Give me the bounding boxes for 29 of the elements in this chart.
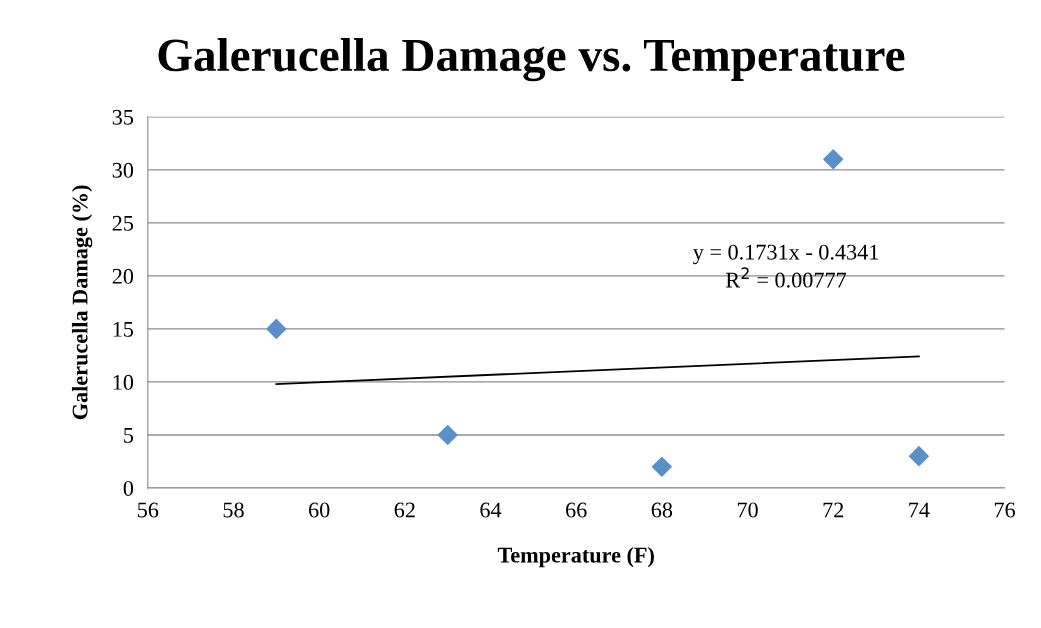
x-tick-label: 64 — [480, 502, 502, 518]
x-tick-label: 76 — [994, 502, 1016, 518]
x-tick-label: 66 — [566, 502, 587, 518]
x-tick-label: 56 — [138, 502, 159, 518]
x-axis-title: Temperature (F) — [497, 547, 654, 568]
x-tick-label: 68 — [651, 502, 673, 518]
x-tick-label: 62 — [394, 502, 415, 518]
x-tick-label: 58 — [223, 502, 244, 518]
y-tick-label: 20 — [112, 268, 134, 284]
point — [651, 456, 672, 477]
x-tick-label: 70 — [737, 502, 758, 518]
point — [437, 424, 458, 445]
point — [823, 149, 844, 170]
y-tick-label: 5 — [124, 428, 134, 443]
y-tick-label: 10 — [113, 374, 134, 390]
y-axis-title: Galerucella Damage (%) — [71, 185, 93, 420]
annotation: y = 0.1731x - 0.4341 — [693, 244, 879, 265]
point — [908, 446, 929, 467]
x-tick-label: 72 — [823, 502, 844, 518]
y-tick-label: 15 — [113, 321, 134, 337]
y-tick-label: 30 — [112, 162, 134, 178]
x-tick-label: 74 — [909, 502, 930, 518]
y-tick-label: 35 — [112, 109, 134, 125]
y-tick-label: 25 — [112, 215, 134, 231]
y-tick-label: 0 — [123, 480, 134, 496]
chart-title: Galerucella Damage vs. Temperature — [158, 38, 905, 82]
x-tick-label: 60 — [309, 502, 330, 518]
point — [266, 318, 287, 339]
annotation: R$^{2}$ = 0.00777 — [725, 267, 847, 288]
